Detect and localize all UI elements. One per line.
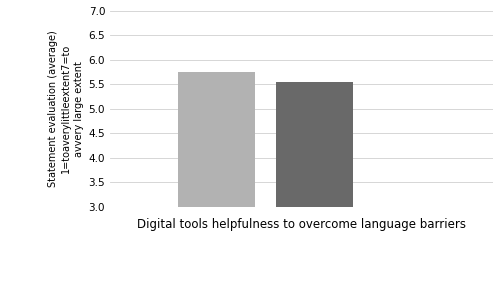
X-axis label: Digital tools helpfulness to overcome language barriers: Digital tools helpfulness to overcome la… <box>137 218 466 231</box>
Y-axis label: Statement evaluation (average)
1=toaverylittleextent7=to
avvery large extent: Statement evaluation (average) 1=toavery… <box>48 30 84 187</box>
Bar <box>276 82 352 287</box>
Legend: 2019, 2021: 2019, 2021 <box>251 286 352 287</box>
Bar <box>178 72 254 287</box>
